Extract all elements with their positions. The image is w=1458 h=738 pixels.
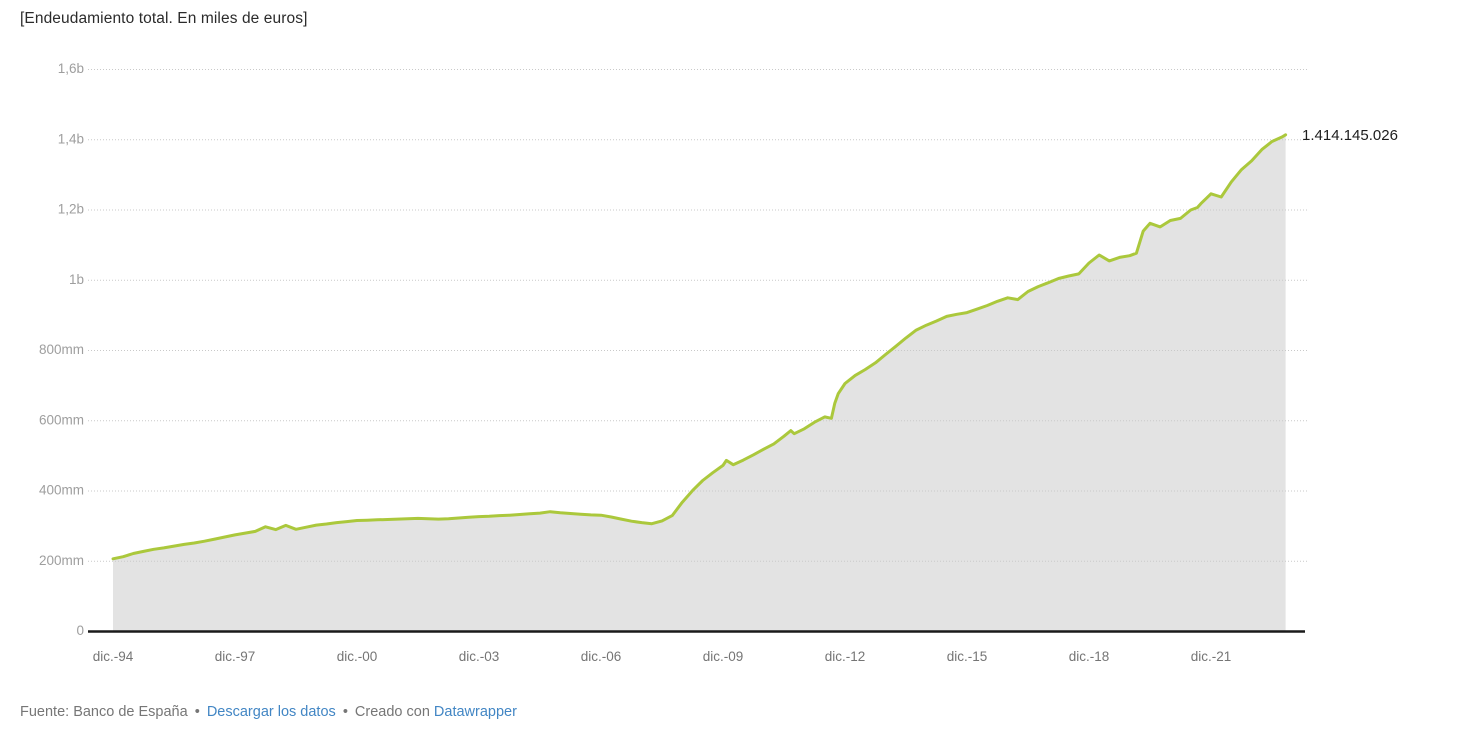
y-tick-label: 800mm: [39, 342, 84, 357]
footer: Fuente: Banco de España • Descargar los …: [20, 704, 517, 720]
source-text: Fuente: Banco de España: [20, 704, 188, 720]
debt-line: [111, 133, 1288, 561]
last-value-label: 1.414.145.026: [1302, 127, 1398, 144]
x-tick-label: dic.-97: [215, 649, 256, 664]
y-tick-label: 1,6b: [58, 61, 84, 76]
x-tick-label: dic.-94: [93, 649, 134, 664]
x-tick-label: dic.-09: [703, 649, 744, 664]
x-tick-label: dic.-03: [459, 649, 500, 664]
y-tick-label: 0: [76, 623, 84, 638]
x-tick-label: dic.-00: [337, 649, 378, 664]
x-tick-label: dic.-12: [825, 649, 866, 664]
x-tick-label: dic.-15: [947, 649, 988, 664]
created-with-text: Creado con: [354, 704, 430, 720]
y-tick-label: 400mm: [39, 483, 84, 498]
y-tick-label: 200mm: [39, 553, 84, 568]
debt-area-fill: [113, 134, 1286, 632]
datawrapper-link[interactable]: Datawrapper: [433, 704, 517, 720]
chart-title: [Endeudamiento total. En miles de euros]: [20, 10, 308, 27]
y-tick-label: 1,4b: [58, 131, 84, 146]
x-tick-label: dic.-21: [1191, 649, 1232, 664]
y-tick-label: 600mm: [39, 412, 84, 427]
y-tick-label: 1b: [69, 272, 84, 287]
separator-dot: •: [194, 704, 200, 720]
y-tick-label: 1,2b: [58, 202, 84, 217]
x-tick-label: dic.-18: [1069, 649, 1110, 664]
download-data-link[interactable]: Descargar los datos: [206, 704, 336, 720]
separator-dot: •: [342, 704, 348, 720]
x-tick-label: dic.-06: [581, 649, 622, 664]
